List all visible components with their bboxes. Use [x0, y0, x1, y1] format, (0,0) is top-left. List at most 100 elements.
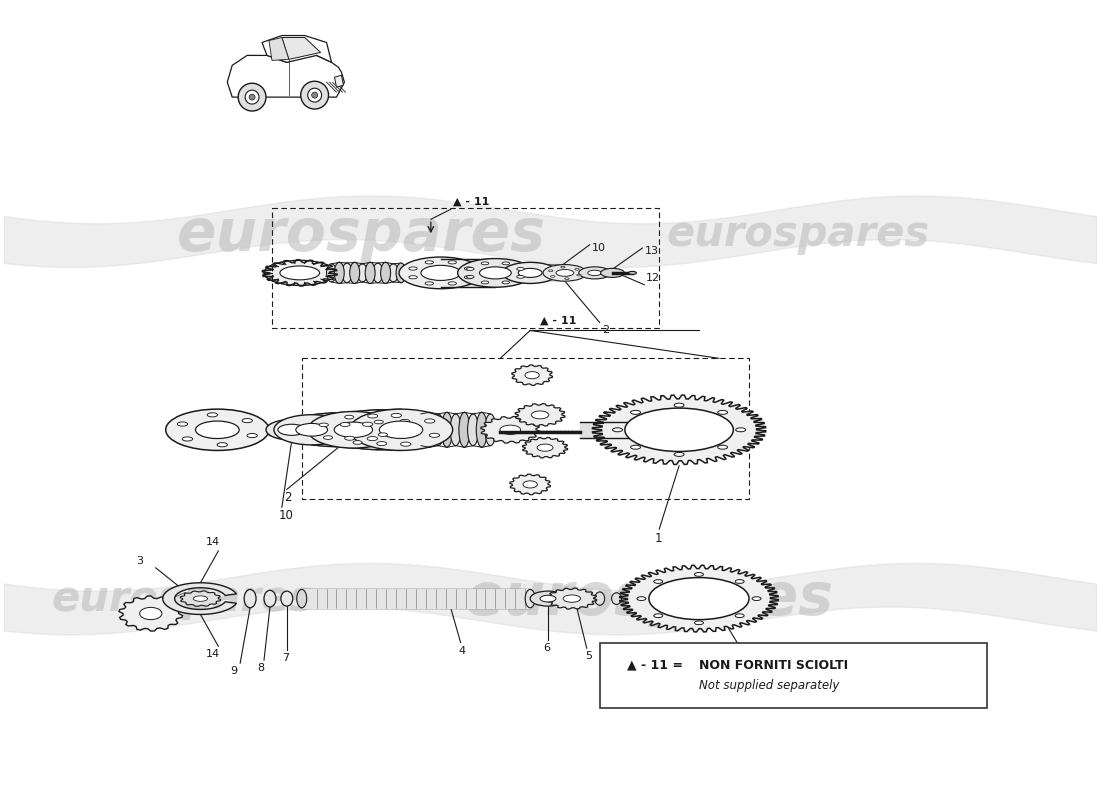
Ellipse shape: [575, 269, 580, 270]
Ellipse shape: [637, 597, 646, 601]
Ellipse shape: [537, 444, 553, 451]
Text: 6: 6: [543, 643, 550, 654]
Text: 2: 2: [284, 491, 292, 504]
Ellipse shape: [405, 433, 415, 437]
Circle shape: [249, 94, 255, 100]
Ellipse shape: [549, 270, 553, 271]
Ellipse shape: [217, 442, 228, 447]
Text: ▲ - 11 =: ▲ - 11 =: [627, 658, 688, 672]
Ellipse shape: [377, 442, 387, 446]
Ellipse shape: [392, 414, 402, 418]
Ellipse shape: [367, 437, 377, 441]
Ellipse shape: [416, 414, 427, 446]
Text: 14: 14: [206, 650, 220, 659]
Ellipse shape: [564, 278, 569, 279]
Ellipse shape: [381, 262, 390, 283]
Circle shape: [239, 83, 266, 111]
Ellipse shape: [379, 421, 422, 438]
Ellipse shape: [280, 591, 293, 606]
Ellipse shape: [425, 412, 436, 447]
Text: 1: 1: [654, 532, 662, 545]
Ellipse shape: [244, 590, 256, 608]
Text: 7: 7: [282, 654, 289, 663]
Ellipse shape: [396, 263, 406, 282]
Ellipse shape: [601, 268, 625, 278]
Ellipse shape: [448, 261, 456, 264]
Ellipse shape: [344, 436, 354, 440]
Ellipse shape: [378, 433, 387, 437]
Ellipse shape: [314, 422, 349, 437]
Ellipse shape: [183, 437, 192, 441]
Ellipse shape: [399, 257, 483, 289]
Text: 4: 4: [459, 646, 465, 655]
Ellipse shape: [563, 595, 581, 602]
Ellipse shape: [358, 264, 367, 282]
Ellipse shape: [248, 434, 257, 438]
Ellipse shape: [736, 428, 746, 432]
Ellipse shape: [409, 276, 417, 279]
Ellipse shape: [207, 413, 218, 417]
Ellipse shape: [630, 446, 640, 449]
Ellipse shape: [502, 262, 509, 265]
Ellipse shape: [327, 264, 337, 282]
Ellipse shape: [448, 282, 456, 285]
Ellipse shape: [694, 621, 703, 625]
Ellipse shape: [530, 591, 565, 606]
Ellipse shape: [525, 590, 535, 608]
Ellipse shape: [399, 419, 409, 423]
Polygon shape: [282, 38, 320, 59]
Ellipse shape: [365, 262, 375, 283]
Ellipse shape: [502, 281, 509, 284]
Ellipse shape: [464, 267, 473, 270]
Text: 3: 3: [136, 556, 143, 566]
Ellipse shape: [556, 270, 574, 276]
Ellipse shape: [450, 414, 461, 446]
Ellipse shape: [459, 412, 470, 447]
Ellipse shape: [166, 409, 270, 450]
Polygon shape: [262, 35, 331, 62]
Ellipse shape: [630, 410, 640, 414]
Ellipse shape: [328, 410, 427, 450]
Ellipse shape: [543, 265, 586, 281]
Text: eurospares: eurospares: [667, 213, 930, 255]
Ellipse shape: [374, 420, 383, 424]
Ellipse shape: [649, 578, 749, 620]
Circle shape: [245, 90, 258, 104]
Ellipse shape: [289, 413, 373, 446]
Ellipse shape: [441, 412, 452, 447]
Text: Not supplied separately: Not supplied separately: [698, 678, 839, 691]
Polygon shape: [522, 438, 568, 458]
Ellipse shape: [518, 268, 542, 278]
Ellipse shape: [342, 263, 352, 282]
Text: ▲ - 11: ▲ - 11: [540, 315, 576, 326]
Text: 13: 13: [645, 246, 658, 256]
Ellipse shape: [613, 428, 623, 432]
Circle shape: [308, 88, 321, 102]
Polygon shape: [593, 395, 766, 465]
Ellipse shape: [334, 262, 344, 283]
Ellipse shape: [628, 271, 637, 274]
Ellipse shape: [735, 614, 745, 618]
Ellipse shape: [653, 580, 662, 583]
Ellipse shape: [187, 593, 214, 605]
Text: eurospares: eurospares: [465, 570, 834, 627]
Ellipse shape: [353, 441, 362, 444]
Ellipse shape: [587, 270, 602, 275]
Polygon shape: [509, 474, 551, 494]
Ellipse shape: [625, 408, 734, 451]
Ellipse shape: [674, 453, 684, 457]
Bar: [600, 643, 987, 708]
Ellipse shape: [334, 422, 373, 438]
Ellipse shape: [468, 414, 478, 446]
Ellipse shape: [323, 436, 332, 439]
Ellipse shape: [481, 262, 488, 265]
Ellipse shape: [503, 262, 558, 283]
Ellipse shape: [458, 258, 534, 287]
Polygon shape: [481, 417, 540, 443]
Ellipse shape: [735, 580, 745, 583]
Ellipse shape: [356, 422, 398, 438]
Ellipse shape: [266, 419, 318, 440]
Ellipse shape: [350, 262, 360, 283]
Text: ▲ - 11: ▲ - 11: [453, 196, 490, 206]
Ellipse shape: [279, 266, 320, 280]
